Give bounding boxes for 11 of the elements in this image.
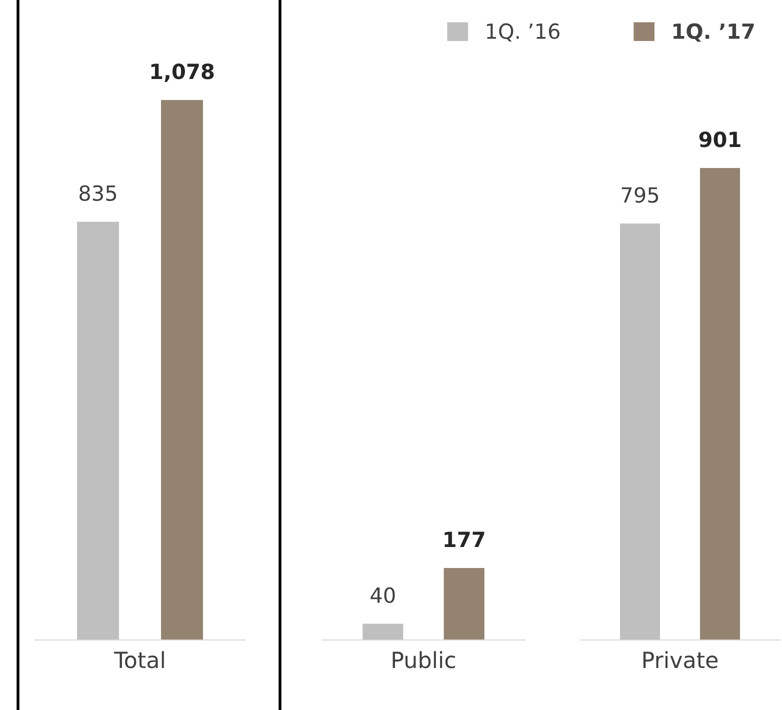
x-tick-label: Public [392, 651, 456, 668]
data-label: 795 [622, 187, 658, 203]
x-tick-label: Private [643, 651, 718, 668]
data-label: 1,078 [151, 64, 214, 82]
x-tick-label: Total [114, 651, 164, 668]
data-label: 40 [370, 587, 395, 604]
data-label: 177 [444, 532, 484, 547]
legend-label: 1Q. ’17 [674, 23, 754, 42]
legend-label: 1Q. ’16 [486, 23, 560, 42]
data-label: 835 [80, 185, 116, 202]
data-label: 901 [699, 132, 740, 148]
